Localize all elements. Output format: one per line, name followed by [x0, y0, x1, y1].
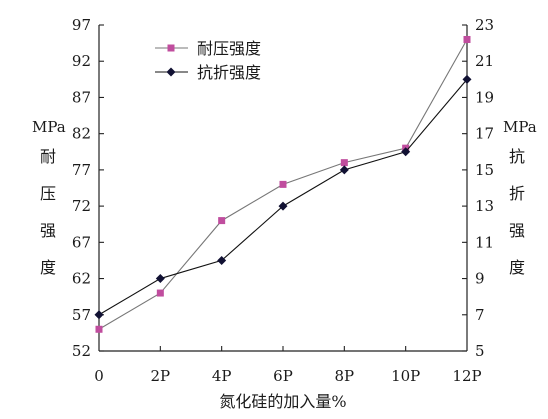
- series-2: [94, 74, 472, 320]
- axes: [98, 25, 468, 352]
- x-tick-label: 8P: [335, 367, 355, 385]
- x-tick-label: 12P: [452, 367, 481, 385]
- left-axis-label-char: 耐: [40, 147, 56, 166]
- legend-entry: 抗折强度: [155, 63, 261, 82]
- right-axis-ticks: 5 7 9 11 13 15 17 19 21 23: [462, 16, 494, 360]
- legend-label: 抗折强度: [197, 63, 261, 82]
- series-point: [462, 74, 472, 84]
- left-axis-ticks: 52 57 62 67 72 77 82 87 92 97: [72, 16, 104, 360]
- series-layer: [94, 35, 472, 333]
- right-tick-label: 11: [475, 233, 494, 251]
- legend-entry: 耐压强度: [155, 39, 261, 58]
- legend-label: 耐压强度: [197, 39, 261, 58]
- left-tick-label: 72: [72, 197, 91, 215]
- series-point: [339, 165, 349, 175]
- series-point: [94, 310, 104, 320]
- x-axis-ticks: 0 2P 4P 6P 8P 10P 12P: [94, 346, 482, 385]
- right-tick-label: 21: [475, 52, 494, 70]
- left-axis-label-char: 强: [40, 221, 56, 240]
- x-tick-label: 0: [94, 367, 104, 385]
- left-axis-label-char: 度: [40, 258, 56, 277]
- x-tick-label: 4P: [212, 367, 232, 385]
- legend-marker: [166, 67, 176, 77]
- left-tick-label: 77: [72, 161, 91, 179]
- left-tick-label: 87: [72, 88, 91, 106]
- right-tick-label: 9: [475, 270, 485, 288]
- right-tick-label: 7: [475, 306, 485, 324]
- series-1: [95, 35, 471, 333]
- right-axis-label-char: 抗: [509, 147, 525, 166]
- right-tick-label: 17: [475, 125, 494, 143]
- left-axis-unit: MPa: [32, 118, 66, 136]
- legend-marker: [167, 44, 175, 52]
- x-tick-label: 10P: [391, 367, 420, 385]
- x-tick-label: 2P: [151, 367, 171, 385]
- right-axis-label-char: 度: [509, 258, 525, 277]
- right-tick-label: 13: [475, 197, 494, 215]
- right-axis-label: 抗折强度: [509, 147, 525, 277]
- left-tick-label: 57: [72, 306, 91, 324]
- series-point: [340, 159, 348, 167]
- right-tick-label: 23: [475, 16, 494, 34]
- series-point: [95, 325, 103, 333]
- series-point: [401, 147, 411, 157]
- series-point: [463, 35, 471, 43]
- right-tick-label: 19: [475, 88, 494, 106]
- left-axis-label: 耐压强度: [40, 147, 56, 277]
- x-axis-label: 氮化硅的加入量%: [219, 392, 346, 411]
- left-axis-label-char: 压: [40, 184, 56, 203]
- left-tick-label: 67: [72, 233, 91, 251]
- left-tick-label: 62: [72, 270, 91, 288]
- right-axis-label-char: 折: [509, 184, 525, 203]
- right-tick-label: 5: [475, 342, 485, 360]
- x-tick-label: 6P: [273, 367, 293, 385]
- series-point: [278, 201, 288, 211]
- series-point: [156, 289, 164, 297]
- right-tick-label: 15: [475, 161, 494, 179]
- series-point: [218, 217, 226, 225]
- left-tick-label: 52: [72, 342, 91, 360]
- left-tick-label: 97: [72, 16, 91, 34]
- series-point: [155, 274, 165, 284]
- series-line: [98, 78, 468, 316]
- right-axis-unit: MPa: [503, 118, 537, 136]
- right-axis-label-char: 强: [509, 221, 525, 240]
- series-point: [217, 255, 227, 265]
- left-tick-label: 82: [72, 125, 91, 143]
- series-point: [279, 180, 287, 188]
- left-tick-label: 92: [72, 52, 91, 70]
